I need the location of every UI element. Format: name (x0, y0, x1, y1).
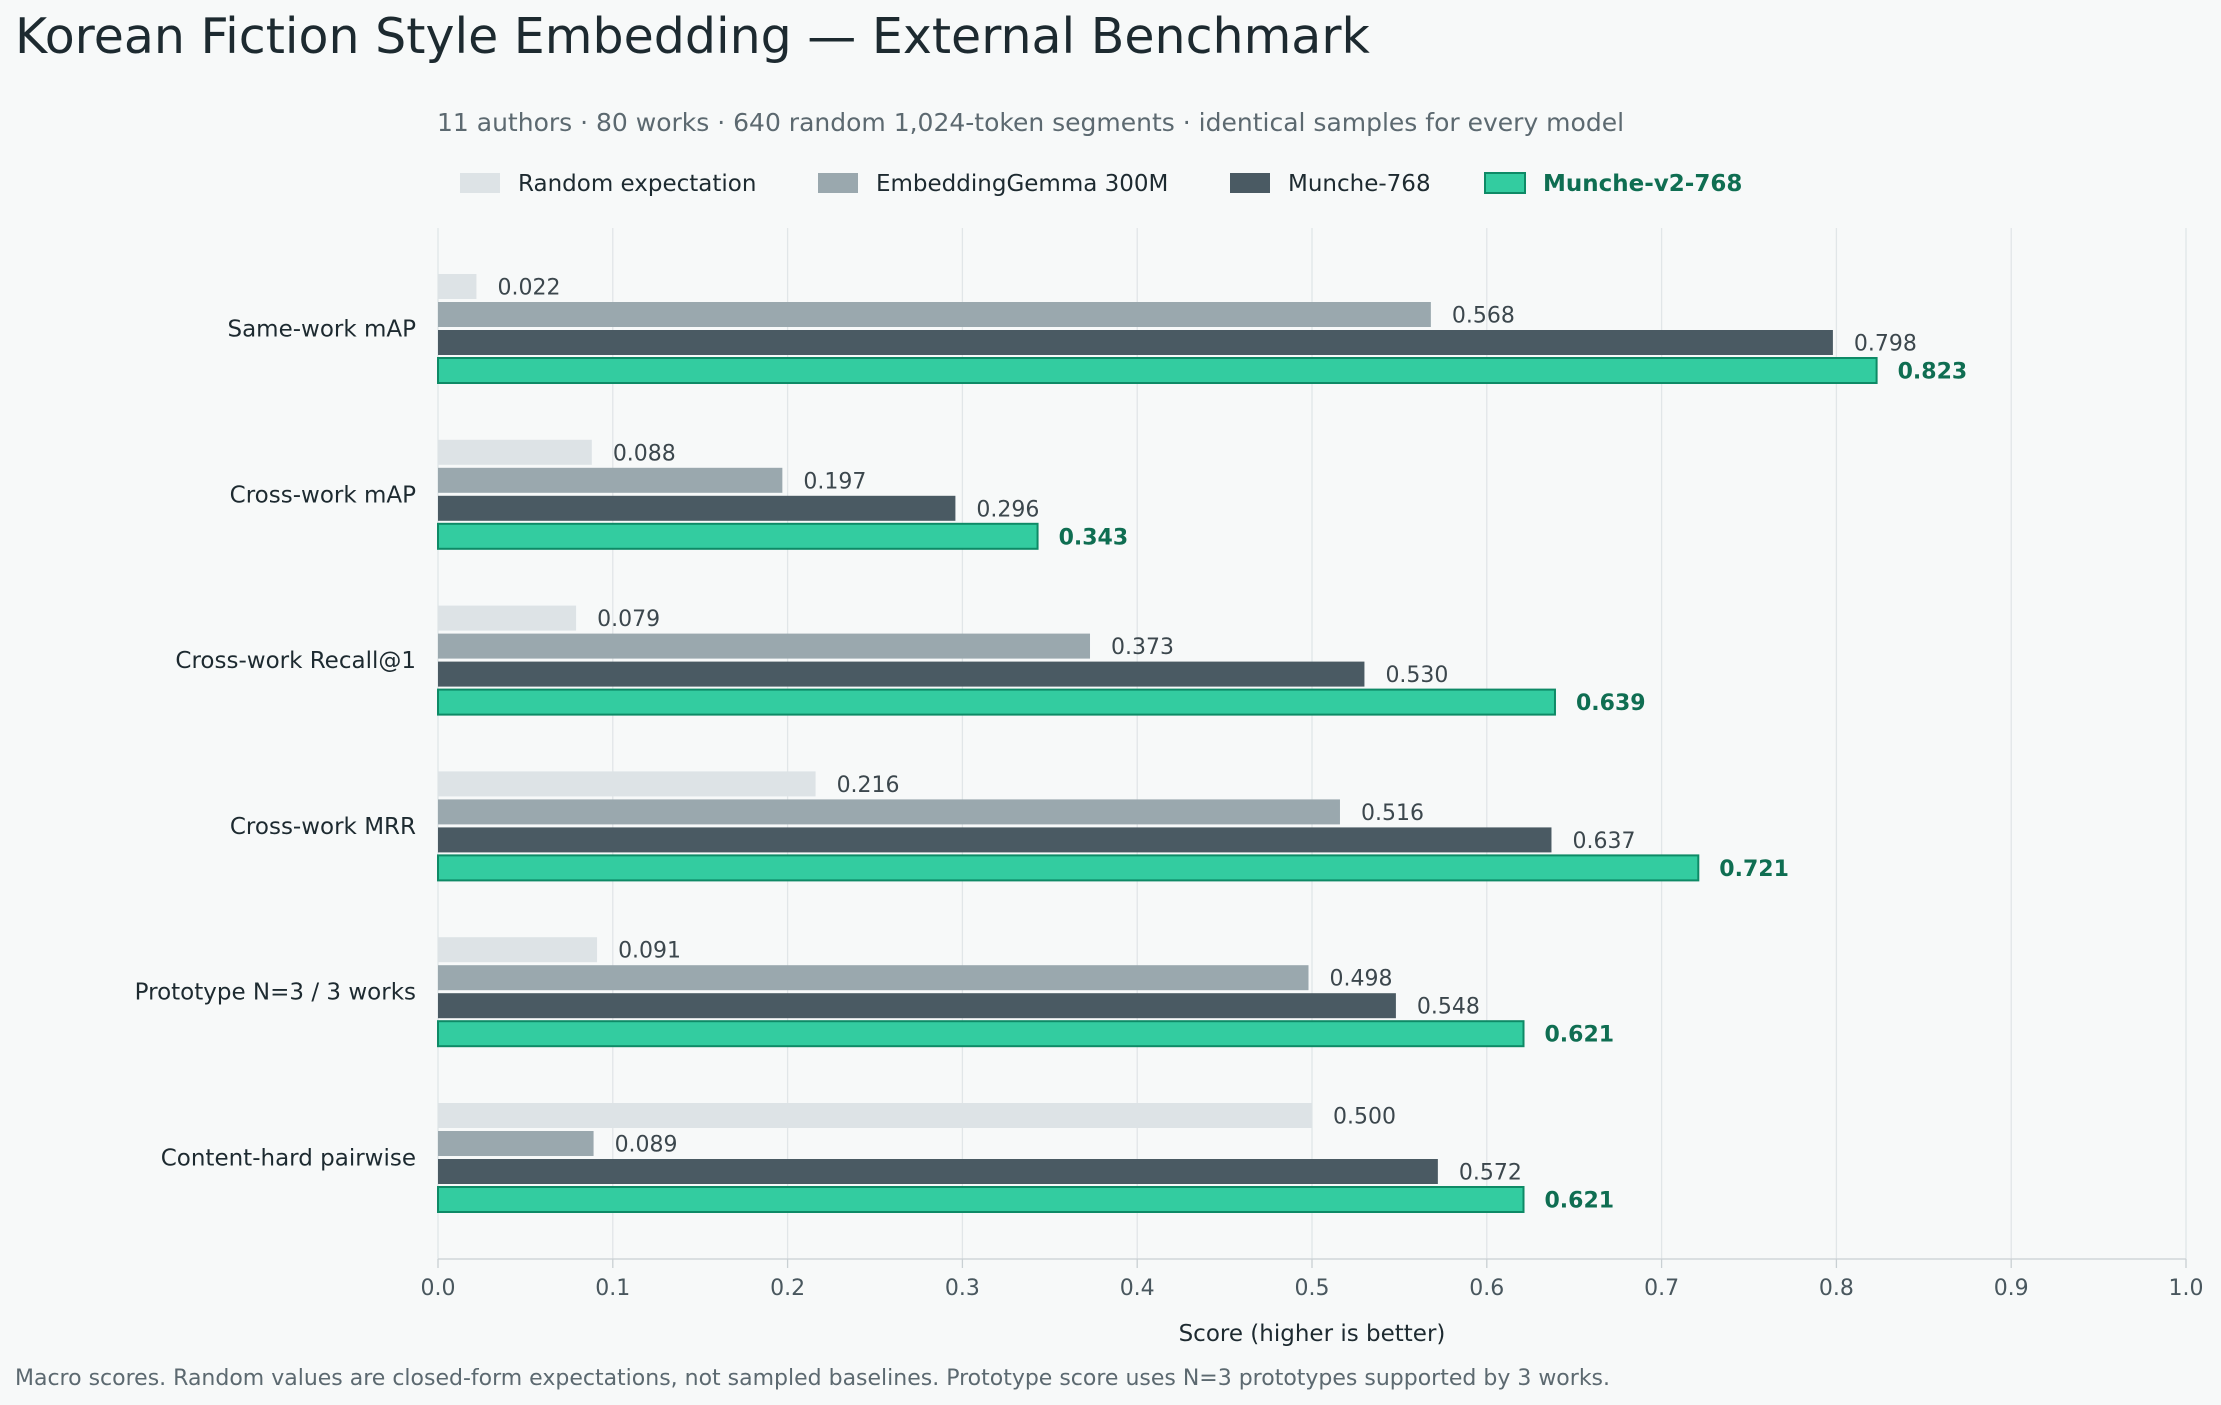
data-label: 0.530 (1385, 663, 1448, 688)
data-label: 0.498 (1330, 967, 1393, 992)
x-tick-label: 0.6 (1469, 1276, 1504, 1301)
bar (438, 993, 1396, 1019)
data-label: 0.548 (1417, 995, 1480, 1020)
legend-swatch (1484, 172, 1526, 194)
x-tick-label: 1.0 (2169, 1276, 2204, 1301)
bar (438, 467, 783, 493)
bar (438, 661, 1365, 687)
x-tick-label: 0.4 (1120, 1276, 1155, 1301)
bar (438, 965, 1309, 991)
data-label: 0.216 (837, 773, 900, 798)
category-label: Cross-work MRR (230, 814, 416, 840)
bar (438, 439, 592, 465)
data-label: 0.639 (1576, 691, 1646, 716)
legend-swatch (460, 173, 500, 193)
category-label: Same-work mAP (227, 317, 416, 343)
bar (438, 1103, 1312, 1128)
x-tick-label: 0.3 (945, 1276, 980, 1301)
chart-title: Korean Fiction Style Embedding — Externa… (15, 8, 1370, 65)
data-label: 0.296 (976, 497, 1039, 522)
bar (437, 688, 1556, 716)
bar (438, 827, 1552, 853)
bar (437, 1020, 1525, 1048)
x-tick-label: 0.5 (1295, 1276, 1330, 1301)
chart-footnote: Macro scores. Random values are closed-f… (15, 1366, 1610, 1391)
legend-swatch (1230, 173, 1270, 193)
bar (438, 1131, 594, 1156)
x-tick-label: 0.2 (770, 1276, 805, 1301)
legend-swatch (818, 173, 858, 193)
bar (437, 522, 1039, 550)
bar (438, 799, 1340, 825)
data-label: 0.721 (1719, 857, 1789, 882)
x-axis-label: Score (higher is better) (1179, 1321, 1446, 1347)
grid (437, 228, 2187, 1259)
data-label: 0.637 (1572, 829, 1635, 854)
data-label: 0.091 (618, 939, 681, 964)
bar (438, 937, 598, 963)
data-label: 0.197 (803, 469, 866, 494)
legend-label: Munche-768 (1288, 171, 1431, 197)
legend-label: EmbeddingGemma 300M (876, 171, 1168, 197)
data-label: 0.089 (615, 1133, 678, 1158)
data-label: 0.516 (1361, 801, 1424, 826)
bar (438, 330, 1833, 355)
category-label: Cross-work mAP (230, 482, 416, 508)
bar (438, 605, 577, 631)
x-tick-label: 0.7 (1644, 1276, 1679, 1301)
legend-label: Random expectation (518, 171, 756, 197)
data-label: 0.621 (1545, 1189, 1615, 1214)
data-label: 0.568 (1452, 304, 1515, 329)
data-label: 0.500 (1333, 1105, 1396, 1130)
data-label: 0.572 (1459, 1161, 1522, 1186)
bar (438, 274, 477, 299)
category-label: Prototype N=3 / 3 works (135, 980, 416, 1006)
category-label: Content-hard pairwise (161, 1146, 416, 1172)
legend-label: Munche-v2-768 (1543, 171, 1742, 197)
x-tick-label: 0.0 (421, 1276, 456, 1301)
x-tick-label: 0.9 (1994, 1276, 2029, 1301)
data-label: 0.343 (1059, 525, 1129, 550)
data-label: 0.373 (1111, 635, 1174, 660)
data-label: 0.621 (1545, 1023, 1615, 1048)
legend: Random expectation EmbeddingGemma 300M Mun… (460, 171, 1742, 197)
data-label: 0.798 (1854, 332, 1917, 357)
bar (438, 1159, 1438, 1184)
data-label: 0.079 (597, 607, 660, 632)
bar (438, 771, 816, 797)
bar (438, 633, 1091, 659)
data-label: 0.823 (1898, 360, 1968, 385)
data-label: 0.088 (613, 441, 676, 466)
chart-subtitle: 11 authors · 80 works · 640 random 1,024… (437, 108, 1624, 137)
data-label: 0.022 (497, 276, 560, 301)
y-axis: Same-work mAP Cross-work mAP Cross-work Re… (135, 317, 416, 1172)
bar (437, 854, 1700, 882)
bar (438, 302, 1431, 327)
bars: 0.022 0.568 0.798 0.823 0.088 0.197 0.296 0.343… (437, 274, 1968, 1214)
x-tick-label: 0.1 (595, 1276, 630, 1301)
category-label: Cross-work Recall@1 (175, 648, 416, 674)
x-tick-label: 0.8 (1819, 1276, 1854, 1301)
bar (437, 1186, 1525, 1213)
x-axis: 0.0 0.1 0.2 0.3 0.4 0.5 0.6 0.7 0.8 0.9 1.0 (421, 1258, 2204, 1301)
bar (438, 495, 956, 521)
bar (437, 357, 1878, 384)
